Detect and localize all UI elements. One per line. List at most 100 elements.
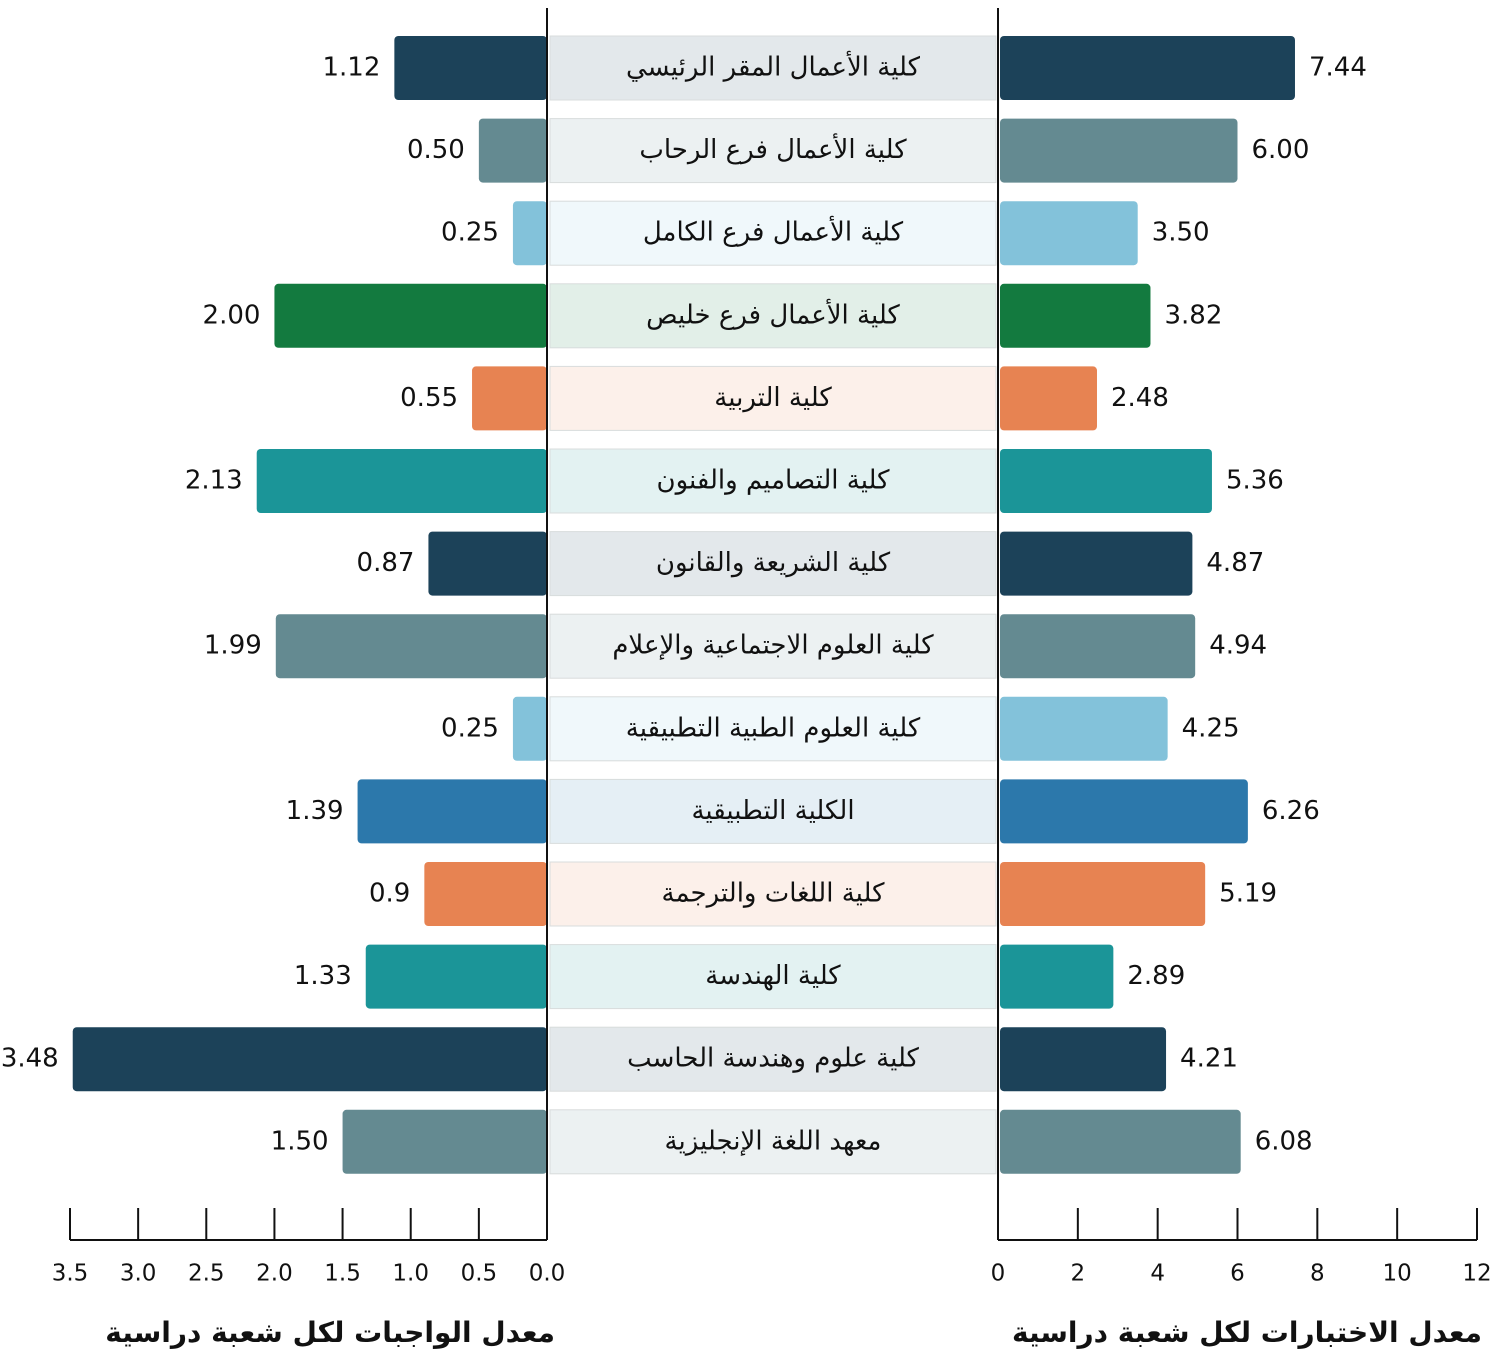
category-band — [549, 35, 997, 101]
category-band — [549, 1109, 997, 1175]
category-label: كلية الأعمال المقر الرئيسي — [626, 50, 921, 83]
category-band — [549, 696, 997, 762]
right-axis-title: معدل الاختبارات لكل شعبة دراسية — [1012, 1316, 1482, 1349]
category-band — [549, 861, 997, 927]
right-value-label: 2.48 — [1111, 383, 1169, 413]
left-value-label: 3.48 — [1, 1044, 59, 1074]
right-bar — [1000, 36, 1295, 100]
right-value-label: 4.87 — [1206, 548, 1264, 578]
right-bar — [1000, 531, 1193, 596]
x-tick-label: 4 — [1150, 1261, 1165, 1287]
left-bar — [274, 283, 547, 348]
left-value-label: 1.50 — [271, 1126, 329, 1156]
x-tick-label: 2.5 — [188, 1261, 225, 1287]
right-value-label: 4.21 — [1180, 1044, 1238, 1074]
right-value-label: 6.00 — [1252, 135, 1310, 165]
category-band — [549, 448, 997, 514]
left-bar — [424, 862, 547, 926]
category-label: كلية الشريعة والقانون — [656, 548, 891, 578]
left-bar — [256, 449, 547, 513]
category-label: كلية التصاميم والفنون — [656, 466, 890, 496]
left-value-label: 0.25 — [441, 713, 499, 743]
x-tick-label: 0 — [991, 1261, 1006, 1287]
category-label: كلية الهندسة — [705, 961, 841, 991]
right-bar — [1000, 283, 1151, 348]
right-bar — [1000, 1109, 1241, 1174]
right-bar — [1000, 118, 1238, 183]
left-bar — [478, 118, 547, 183]
category-label: كلية الأعمال فرع الكامل — [643, 215, 904, 248]
left-value-label: 2.13 — [185, 466, 243, 496]
left-bar — [357, 779, 547, 844]
right-value-label: 4.25 — [1182, 713, 1240, 743]
right-bar — [1000, 366, 1097, 431]
x-tick-label: 0.5 — [461, 1261, 498, 1287]
right-value-label: 7.44 — [1309, 53, 1367, 83]
category-band — [549, 200, 997, 266]
left-value-label: 0.9 — [369, 879, 410, 909]
left-bar — [512, 696, 547, 761]
right-bar — [1000, 862, 1206, 926]
category-label: كلية علوم وهندسة الحاسب — [627, 1044, 919, 1074]
right-value-label: 3.50 — [1152, 218, 1210, 248]
category-band — [549, 944, 997, 1010]
left-value-label: 0.25 — [441, 218, 499, 248]
category-band — [549, 1026, 997, 1092]
right-value-label: 6.26 — [1262, 796, 1320, 826]
left-bar — [472, 366, 547, 431]
right-value-label: 5.36 — [1226, 466, 1284, 496]
category-label: كلية التربية — [714, 383, 832, 413]
category-band — [549, 778, 997, 844]
left-bar — [394, 36, 547, 100]
category-label: كلية الأعمال فرع خليص — [646, 297, 900, 330]
category-band — [549, 283, 997, 349]
right-bar — [1000, 696, 1168, 761]
category-label: كلية اللغات والترجمة — [662, 879, 886, 909]
x-tick-label: 10 — [1383, 1261, 1412, 1287]
left-bar — [342, 1109, 547, 1174]
right-bar — [1000, 449, 1212, 513]
left-value-label: 1.12 — [322, 53, 380, 83]
x-tick-label: 1.0 — [392, 1261, 429, 1287]
x-tick-label: 0.0 — [529, 1261, 566, 1287]
right-value-label: 2.89 — [1127, 961, 1185, 991]
left-value-label: 1.33 — [294, 961, 352, 991]
right-value-label: 3.82 — [1164, 300, 1222, 330]
left-axis-title: معدل الواجبات لكل شعبة دراسية — [105, 1316, 555, 1349]
right-bar — [1000, 201, 1138, 266]
category-label: كلية العلوم الاجتماعية والإعلام — [612, 631, 934, 661]
x-tick-label: 12 — [1462, 1261, 1491, 1287]
right-value-label: 6.08 — [1255, 1126, 1313, 1156]
category-band — [549, 531, 997, 597]
left-bar — [72, 1027, 548, 1092]
x-tick-label: 2 — [1071, 1261, 1086, 1287]
right-value-label: 5.19 — [1219, 879, 1277, 909]
x-tick-label: 3.5 — [52, 1261, 89, 1287]
category-label: معهد اللغة الإنجليزية — [665, 1126, 882, 1156]
category-band — [549, 613, 997, 679]
x-tick-label: 8 — [1310, 1261, 1325, 1287]
category-label: كلية العلوم الطبية التطبيقية — [626, 713, 921, 743]
category-band — [549, 365, 997, 431]
category-label: الكلية التطبيقية — [691, 796, 854, 826]
left-bar — [365, 944, 547, 1009]
left-value-label: 1.99 — [204, 631, 262, 661]
right-value-label: 4.94 — [1209, 631, 1267, 661]
category-label: كلية الأعمال فرع الرحاب — [639, 132, 907, 165]
x-tick-label: 3.0 — [120, 1261, 157, 1287]
left-value-label: 0.87 — [357, 548, 415, 578]
left-value-label: 2.00 — [203, 300, 261, 330]
x-tick-label: 1.5 — [324, 1261, 361, 1287]
left-bar — [512, 201, 547, 266]
category-band — [549, 118, 997, 184]
right-bar — [1000, 779, 1248, 844]
left-value-label: 1.39 — [286, 796, 344, 826]
right-bar — [1000, 614, 1196, 679]
x-tick-label: 2.0 — [256, 1261, 293, 1287]
right-bar — [1000, 1027, 1167, 1092]
left-bar — [275, 614, 547, 679]
left-value-label: 0.55 — [400, 383, 458, 413]
x-tick-label: 6 — [1230, 1261, 1245, 1287]
left-bar — [428, 531, 547, 596]
